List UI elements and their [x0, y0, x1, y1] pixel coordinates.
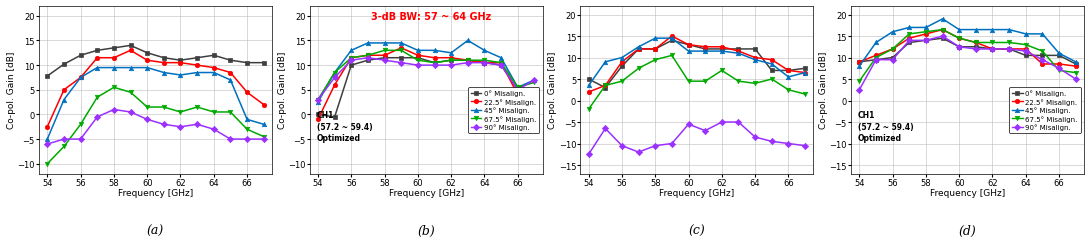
Legend: 0° Misalign., 22.5° Misalign., 45° Misalign., 67.5° Misalign., 90° Misalign.: 0° Misalign., 22.5° Misalign., 45° Misal… — [468, 87, 539, 133]
Y-axis label: Co-pol. Gain [dB]: Co-pol. Gain [dB] — [277, 52, 287, 129]
Y-axis label: Co-pol. Gain [dB]: Co-pol. Gain [dB] — [819, 52, 828, 129]
Y-axis label: Co-pol. Gain [dB]: Co-pol. Gain [dB] — [549, 52, 558, 129]
X-axis label: Frequency [GHz]: Frequency [GHz] — [118, 188, 193, 197]
Text: (c): (c) — [688, 224, 705, 237]
Text: (d): (d) — [959, 224, 976, 237]
Y-axis label: Co-pol. Gain [dB]: Co-pol. Gain [dB] — [7, 52, 16, 129]
Text: CH1
(57.2 ~ 59.4)
Optimized: CH1 (57.2 ~ 59.4) Optimized — [316, 110, 372, 143]
Text: (b): (b) — [418, 224, 435, 237]
X-axis label: Frequency [GHz]: Frequency [GHz] — [659, 188, 734, 197]
Text: CH1
(57.2 ~ 59.4)
Optimized: CH1 (57.2 ~ 59.4) Optimized — [858, 110, 913, 143]
Text: (a): (a) — [147, 224, 164, 237]
Legend: 0° Misalign., 22.5° Misalign., 45° Misalign., 67.5° Misalign., 90° Misalign.: 0° Misalign., 22.5° Misalign., 45° Misal… — [1009, 87, 1080, 133]
X-axis label: Frequency [GHz]: Frequency [GHz] — [388, 188, 464, 197]
Text: 3-dB BW: 57 ~ 64 GHz: 3-dB BW: 57 ~ 64 GHz — [371, 12, 491, 22]
X-axis label: Frequency [GHz]: Frequency [GHz] — [930, 188, 1005, 197]
